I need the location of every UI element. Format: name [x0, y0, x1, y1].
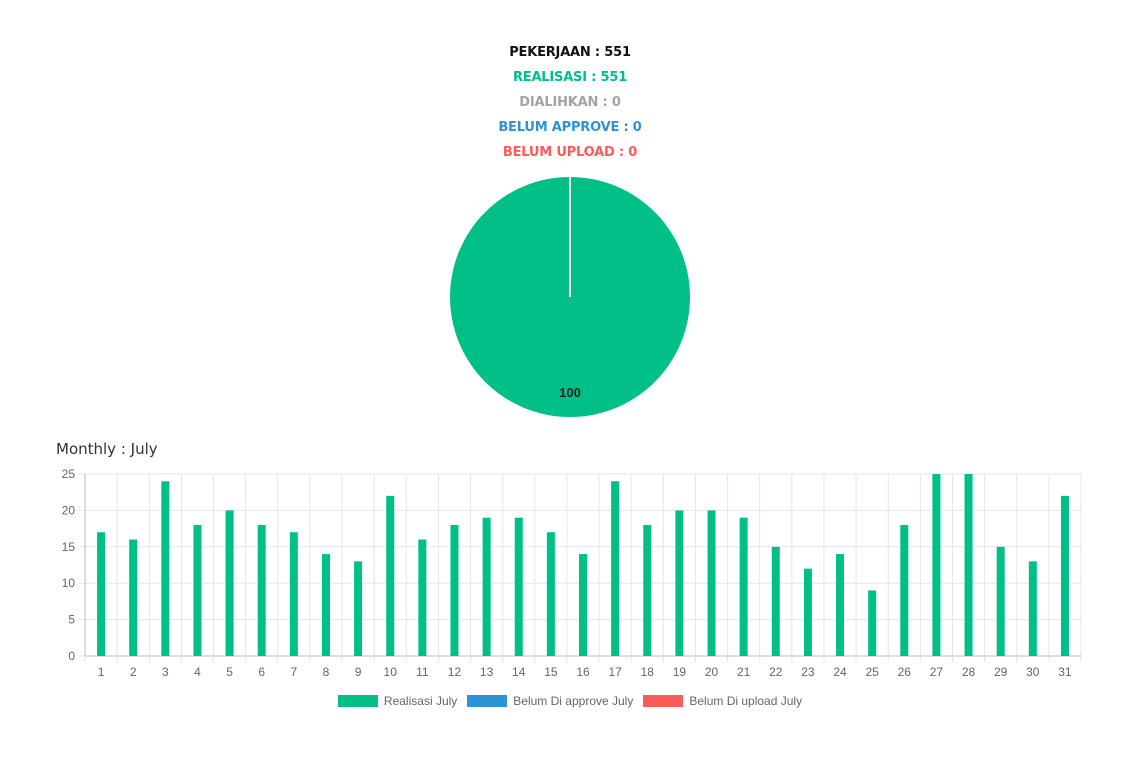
legend-label-belum-approve: Belum Di approve July [513, 694, 634, 708]
x-tick-label: 6 [258, 665, 265, 679]
bar-realisasi[interactable] [450, 524, 459, 656]
x-tick-label: 15 [544, 665, 558, 679]
bar-realisasi[interactable] [257, 524, 266, 656]
x-tick-label: 8 [323, 665, 330, 679]
bar-realisasi[interactable] [900, 524, 909, 656]
x-tick-label: 29 [994, 665, 1008, 679]
y-tick-label: 5 [68, 613, 75, 627]
x-tick-label: 18 [641, 665, 655, 679]
bar-realisasi[interactable] [225, 510, 234, 656]
x-tick-label: 5 [226, 665, 233, 679]
bar-realisasi[interactable] [161, 481, 170, 656]
y-tick-label: 15 [62, 540, 76, 554]
x-tick-label: 30 [1026, 665, 1040, 679]
legend-item-realisasi[interactable]: Realisasi July [337, 694, 458, 708]
pie-data-label: 100 [559, 385, 581, 400]
pekerjaan-total: PEKERJAAN : 551 [509, 45, 631, 60]
x-tick-label: 2 [130, 665, 137, 679]
bar-realisasi[interactable] [321, 554, 330, 656]
bar-realisasi[interactable] [803, 568, 812, 656]
x-tick-label: 13 [480, 665, 494, 679]
x-tick-label: 1 [98, 665, 105, 679]
belum-approve-total: BELUM APPROVE : 0 [498, 120, 642, 135]
dialihkan-total: DIALIHKAN : 0 [519, 95, 621, 110]
x-tick-label: 7 [290, 665, 297, 679]
x-tick-label: 27 [930, 665, 944, 679]
bar-realisasi[interactable] [707, 510, 716, 656]
x-tick-label: 25 [865, 665, 879, 679]
bar-realisasi[interactable] [129, 539, 138, 656]
x-tick-label: 10 [384, 665, 398, 679]
legend-item-belum-upload[interactable]: Belum Di upload July [643, 694, 802, 708]
bar-realisasi[interactable] [643, 524, 652, 656]
monthly-title: Monthly : July [56, 440, 158, 458]
y-tick-label: 25 [62, 467, 76, 481]
x-tick-label: 4 [194, 665, 201, 679]
x-tick-label: 28 [962, 665, 976, 679]
bar-realisasi[interactable] [1060, 495, 1069, 656]
summary-block: PEKERJAAN : 551 REALISASI : 551 DIALIHKA… [0, 40, 1140, 165]
x-tick-label: 3 [162, 665, 169, 679]
bar-realisasi[interactable] [996, 546, 1005, 656]
bar-realisasi[interactable] [675, 510, 684, 656]
bar-realisasi[interactable] [193, 524, 202, 656]
x-tick-label: 31 [1058, 665, 1072, 679]
x-tick-label: 20 [705, 665, 719, 679]
legend-swatch-belum-approve [467, 695, 508, 707]
x-tick-label: 14 [512, 665, 526, 679]
x-tick-label: 12 [448, 665, 462, 679]
bar-realisasi[interactable] [482, 517, 491, 656]
legend-swatch-realisasi [337, 695, 378, 707]
pie-chart: 100 [450, 177, 690, 417]
bar-chart-legend: Realisasi July Belum Di approve July Bel… [0, 694, 1140, 708]
bar-realisasi[interactable] [739, 517, 748, 656]
legend-swatch-belum-upload [643, 695, 684, 707]
x-tick-label: 23 [801, 665, 815, 679]
x-tick-label: 22 [769, 665, 783, 679]
bar-realisasi[interactable] [418, 539, 427, 656]
realisasi-total: REALISASI : 551 [512, 70, 628, 85]
bar-realisasi[interactable] [97, 532, 106, 656]
y-tick-label: 10 [62, 576, 76, 590]
belum-upload-total: BELUM UPLOAD : 0 [502, 145, 638, 160]
bar-realisasi[interactable] [771, 546, 780, 656]
legend-label-realisasi: Realisasi July [383, 694, 458, 708]
bar-realisasi[interactable] [354, 561, 363, 656]
x-tick-label: 16 [576, 665, 590, 679]
y-tick-label: 20 [62, 503, 76, 517]
x-tick-label: 17 [608, 665, 622, 679]
x-tick-label: 11 [416, 665, 429, 679]
bar-realisasi[interactable] [386, 495, 395, 656]
x-tick-label: 26 [898, 665, 912, 679]
bar-realisasi[interactable] [611, 481, 620, 656]
bar-realisasi[interactable] [546, 532, 555, 656]
bar-realisasi[interactable] [836, 554, 845, 656]
bar-realisasi[interactable] [1028, 561, 1037, 656]
bar-realisasi[interactable] [514, 517, 523, 656]
x-tick-label: 19 [673, 665, 687, 679]
bar-realisasi[interactable] [289, 532, 298, 656]
x-tick-label: 24 [833, 665, 847, 679]
bar-realisasi[interactable] [964, 474, 973, 656]
legend-label-belum-upload: Belum Di upload July [689, 694, 803, 708]
bar-realisasi[interactable] [868, 590, 877, 656]
y-tick-label: 0 [68, 649, 75, 663]
bar-realisasi[interactable] [932, 474, 941, 656]
legend-item-belum-approve[interactable]: Belum Di approve July [467, 694, 633, 708]
x-tick-label: 9 [355, 665, 362, 679]
x-tick-label: 21 [737, 665, 751, 679]
bar-realisasi[interactable] [579, 554, 587, 656]
